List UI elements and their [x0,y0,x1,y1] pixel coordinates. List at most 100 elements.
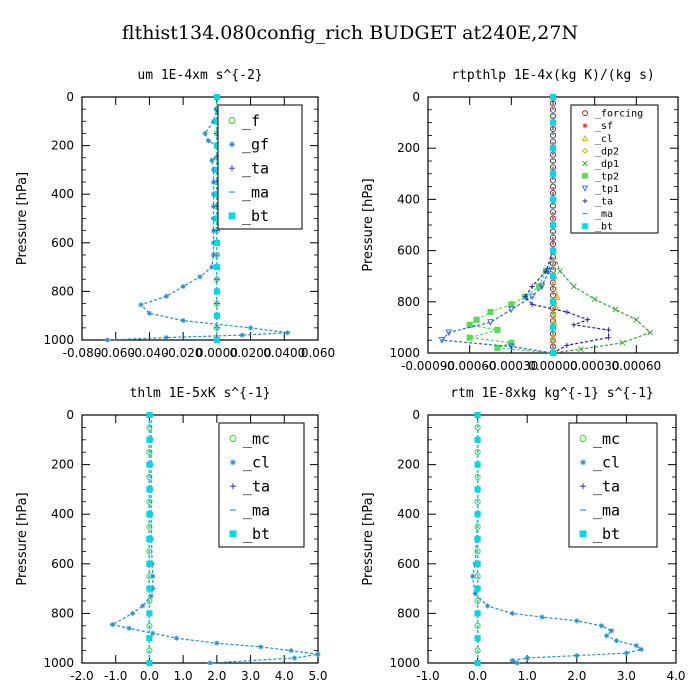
x-tick-label: 0.0 [468,669,487,683]
series-point [514,660,520,666]
y-tick-label: 600 [51,557,74,571]
legend-marker [230,483,236,490]
series-point [553,293,561,300]
series-point [202,130,208,137]
legend-label: _mc [243,430,270,448]
legend-label: _bt [242,207,269,225]
legend-label: _tp1 [595,184,619,195]
y-tick-label: 800 [51,606,74,620]
series-point [529,283,535,290]
x-tick-label: 0.0200 [230,346,272,360]
y-tick-label: 1000 [43,333,74,347]
series-point [213,312,220,319]
series-point [138,302,144,308]
series-point [163,293,169,299]
legend-label: _dp2 [595,146,619,157]
series-point [529,301,535,307]
y-tick-label: 0 [412,90,420,104]
series-point [180,283,186,290]
series-point [205,138,212,144]
legend-label: _gf [242,136,269,154]
legend-label: _mc [593,430,620,448]
y-tick-label: 1000 [389,656,420,670]
series-point [146,411,153,419]
y-axis-label: Pressure [hPa] [15,492,30,585]
series-point [549,215,557,222]
series-point [557,268,563,274]
legend-label: _ta [243,477,270,495]
series-point [239,332,245,338]
series-point [150,573,156,579]
legend-label: _bt [593,525,620,543]
series-point [474,535,481,543]
y-tick-label: 600 [51,236,74,250]
legend-label: _ma [593,501,620,519]
series-point [146,610,153,617]
series-point [146,436,153,443]
y-tick-label: 800 [397,295,420,309]
series-point [146,523,153,530]
x-tick-label: 1.0 [174,669,193,683]
legend-marker [228,212,236,220]
x-tick-label: -0.00030 [484,359,538,373]
series-point [487,308,494,316]
series-point [549,196,557,203]
series-point [445,329,453,337]
x-tick-label: 2.0 [207,669,226,683]
x-tick-label: 0.00060 [612,359,662,373]
series-point [638,646,644,652]
series-point [539,614,545,620]
series-point [474,523,481,530]
x-tick-label: 1.0 [518,669,537,683]
series-point [474,486,481,493]
series-point [146,622,153,629]
series-point [474,659,481,667]
series-point [508,339,515,346]
series-point [549,93,557,101]
series-point [474,560,481,567]
series-point [466,321,473,328]
series-point [612,306,619,313]
series-bt [474,411,481,667]
series-point [109,621,115,628]
legend-marker [228,117,236,124]
y-tick-label: 200 [397,141,420,155]
legend-marker [582,160,588,167]
y-tick-label: 400 [51,507,74,521]
panel-title: rtpthlp 1E-4x(kg K)/(kg s) [451,68,655,83]
series-point [474,511,481,518]
series-point [473,316,480,323]
series-point [549,145,557,152]
x-tick-label: 0.0400 [263,346,305,360]
series-point [549,247,557,254]
series-point [484,603,491,609]
series-point [474,461,481,468]
series-point [591,296,598,303]
legend-marker [582,110,588,117]
y-tick-label: 200 [397,458,420,472]
legend-marker [579,530,587,538]
series-point [146,560,153,567]
series-point [470,573,476,579]
series-point [474,610,481,617]
series-bt [549,93,557,357]
series-point [146,511,153,518]
y-tick-label: 0 [66,408,74,422]
legend-marker [582,173,588,179]
series-point [148,593,154,599]
y-tick-label: 200 [51,458,74,472]
series-point [509,610,515,616]
legend-marker [581,134,589,142]
series-point [466,334,473,341]
legend: _f _gf _ta _ma _bt [217,104,303,230]
series-point [472,590,478,597]
plot-frame [427,414,677,664]
series-point [474,498,481,505]
panel-title: rtm 1E-8xkg kg^{-1} s^{-1} [450,386,654,401]
series-point [129,610,136,616]
series-point [146,461,153,468]
series-point [474,436,481,443]
x-tick-label: -0.00060 [443,359,497,373]
series-point [574,618,580,624]
